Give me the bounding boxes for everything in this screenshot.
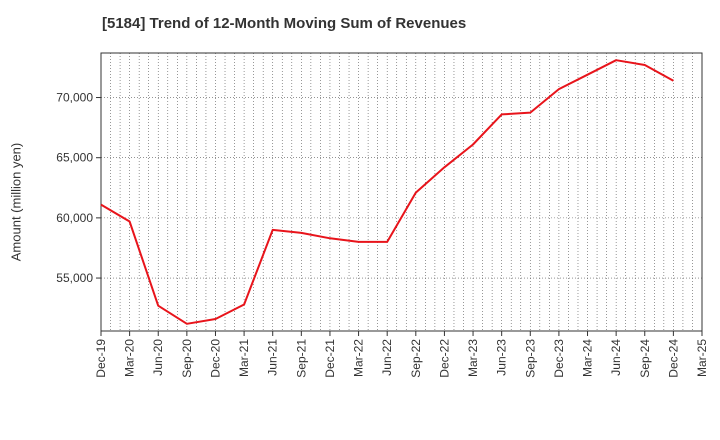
y-tick-label: 55,000 xyxy=(56,271,93,285)
y-tick-label: 70,000 xyxy=(56,91,93,105)
plot-frame xyxy=(100,52,703,332)
y-tick-label: 65,000 xyxy=(56,151,93,165)
x-tick-label: Sep-21 xyxy=(294,339,308,378)
x-tick-label: Dec-22 xyxy=(437,339,451,378)
x-tick-label: Mar-24 xyxy=(581,339,595,377)
x-tick-label: Sep-23 xyxy=(523,339,537,378)
x-tick-label: Sep-22 xyxy=(409,339,423,378)
x-tick-label: Dec-24 xyxy=(666,339,680,378)
x-tick-label: Jun-23 xyxy=(495,339,509,376)
x-tick-label: Dec-23 xyxy=(552,339,566,378)
x-tick-label: Mar-25 xyxy=(695,339,709,377)
x-tick-label: Sep-24 xyxy=(638,339,652,378)
x-tick-label: Dec-20 xyxy=(208,339,222,378)
x-tick-label: Jun-20 xyxy=(151,339,165,376)
x-tick-label: Jun-22 xyxy=(380,339,394,376)
series-line xyxy=(100,59,674,325)
x-tick-label: Dec-19 xyxy=(94,339,108,378)
x-tick-label: Mar-21 xyxy=(237,339,251,377)
x-tick-label: Mar-22 xyxy=(352,339,366,377)
x-tick-label: Dec-21 xyxy=(323,339,337,378)
x-tick-label: Mar-20 xyxy=(123,339,137,377)
x-tick-label: Mar-23 xyxy=(466,339,480,377)
x-tick-label: Jun-21 xyxy=(266,339,280,376)
chart-title: [5184] Trend of 12-Month Moving Sum of R… xyxy=(102,15,467,32)
x-tick-label: Jun-24 xyxy=(609,339,623,376)
y-tick-label: 60,000 xyxy=(56,211,93,225)
x-tick-label: Sep-20 xyxy=(180,339,194,378)
